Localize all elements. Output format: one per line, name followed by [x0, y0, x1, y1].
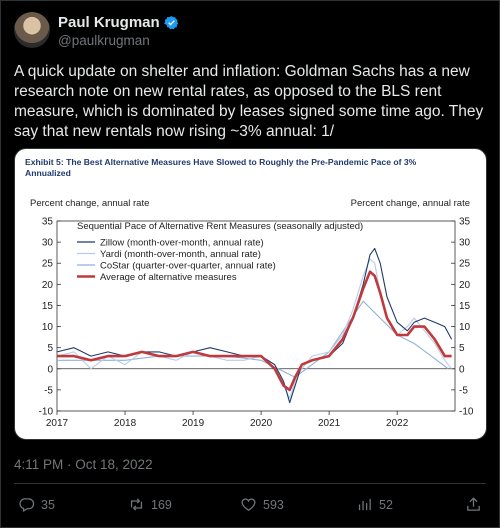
y-tick-label-right: 15	[459, 301, 471, 312]
y-tick-label-right: 30	[459, 238, 471, 249]
like-button[interactable]: 593	[240, 496, 284, 513]
retweet-icon	[130, 498, 143, 511]
divider	[14, 483, 486, 484]
y-tick-label-left: 35	[42, 217, 54, 228]
y-tick-label-right: 25	[459, 259, 471, 270]
chart-title-line-1: Exhibit 5: The Best Alternative Measures…	[25, 157, 417, 167]
timestamp[interactable]: 4:11 PM · Oct 18, 2022	[14, 457, 153, 472]
series-line-average	[57, 270, 452, 392]
reply-count: 35	[41, 497, 55, 512]
bookmark-button[interactable]: 52	[356, 496, 393, 513]
author-name-row[interactable]: Paul Krugman	[58, 14, 179, 31]
y-tick-label-left: 30	[42, 238, 54, 249]
retweet-button[interactable]: 169	[128, 496, 172, 513]
y-tick-label-left: 25	[42, 259, 54, 270]
right-axis-label: Percent change, annual rate	[351, 198, 470, 209]
x-tick-label: 2021	[318, 418, 341, 429]
y-tick-label-right: 10	[459, 322, 471, 333]
y-tick-label-left: 0	[47, 364, 53, 375]
y-tick-label-left: 20	[42, 280, 54, 291]
chart-title: Exhibit 5: The Best Alternative Measures…	[25, 157, 419, 178]
reply-icon	[19, 498, 35, 513]
y-tick-label-right: -5	[459, 385, 468, 396]
y-tick-label-right: 20	[459, 280, 471, 291]
bar-chart-icon	[358, 498, 371, 511]
retweet-count: 169	[151, 497, 172, 512]
action-bar: 35 169 593 52	[14, 496, 486, 516]
y-tick-label-left: -5	[44, 385, 53, 396]
chart-title-line-2: Annualized	[25, 168, 71, 178]
x-tick-label: 2019	[182, 418, 205, 429]
y-tick-label-left: -10	[39, 407, 54, 418]
x-tick-label: 2022	[386, 418, 409, 429]
legend-label-yardi: Yardi (month-over-month, annual rate)	[100, 249, 261, 260]
chart-image[interactable]: Exhibit 5: The Best Alternative Measures…	[14, 148, 487, 440]
y-tick-label-right: 5	[459, 343, 465, 354]
like-count: 593	[263, 497, 284, 512]
y-tick-label-right: 35	[459, 217, 471, 228]
series-line-zillow	[56, 247, 453, 404]
series-line-costar	[57, 300, 449, 378]
author-name[interactable]: Paul Krugman	[58, 14, 160, 31]
plot-frame	[56, 220, 456, 412]
x-tick-label: 2020	[250, 418, 273, 429]
verified-badge-icon	[163, 15, 178, 30]
legend-label-average: Average of alternative measures	[100, 272, 237, 283]
y-tick-label-right: -10	[459, 407, 474, 418]
x-tick-label: 2017	[46, 418, 69, 429]
author-handle[interactable]: @paulkrugman	[58, 33, 150, 48]
avatar[interactable]	[14, 12, 50, 48]
left-axis-label: Percent change, annual rate	[30, 198, 149, 209]
line-chart: Exhibit 5: The Best Alternative Measures…	[25, 157, 474, 430]
share-icon	[467, 497, 480, 511]
bookmark-count: 52	[379, 497, 393, 512]
x-tick-label: 2018	[114, 418, 137, 429]
heart-icon	[241, 498, 256, 511]
plot-area	[56, 247, 453, 404]
legend-label-costar: CoStar (quarter-over-quarter, annual rat…	[100, 261, 276, 272]
legend: Zillow (month-over-month, annual rate)Ya…	[77, 238, 276, 283]
share-button[interactable]	[465, 496, 482, 513]
tweet-text: A quick update on shelter and inflation:…	[14, 63, 484, 140]
y-tick-label-left: 15	[42, 301, 54, 312]
chart-subtitle: Sequential Pace of Alternative Rent Meas…	[77, 221, 363, 232]
y-tick-label-left: 5	[47, 343, 53, 354]
reply-button[interactable]: 35	[18, 496, 55, 513]
legend-label-zillow: Zillow (month-over-month, annual rate)	[100, 238, 264, 249]
y-tick-label-right: 0	[459, 364, 465, 375]
y-tick-label-left: 10	[42, 322, 54, 333]
